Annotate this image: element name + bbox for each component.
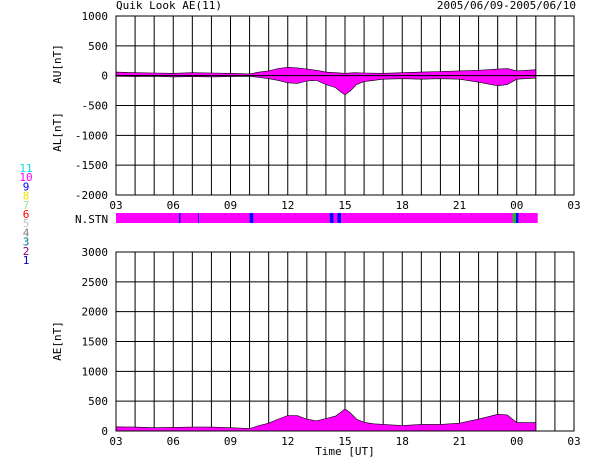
x-tick-label: 03: [109, 435, 122, 448]
y-tick-label: 1000: [82, 10, 109, 23]
legend-item: 11: [19, 162, 32, 175]
x-tick-label: 09: [224, 435, 237, 448]
nstn-segment: [253, 213, 330, 223]
x-tick-label: 06: [167, 199, 180, 212]
legend-item: 9: [23, 180, 30, 193]
x-tick-label: 00: [510, 199, 523, 212]
x-tick-label: 21: [453, 435, 466, 448]
series-al-area: [115, 75, 537, 96]
legend-item: 1: [23, 254, 30, 267]
ae-axis-label: AE[nT]: [51, 321, 64, 361]
y-tick-label: -1500: [75, 159, 108, 172]
y-tick-label: 0: [101, 425, 108, 438]
legend-item: 6: [23, 208, 30, 221]
plot-frame: [115, 15, 575, 196]
x-tick-label: 15: [338, 199, 351, 212]
nstn-label: N.STN: [75, 213, 108, 226]
nstn-segment: [329, 213, 334, 223]
x-tick-label: 12: [281, 199, 294, 212]
y-tick-label: 3000: [82, 246, 109, 259]
date-range: 2005/06/09-2005/06/10: [437, 0, 576, 12]
series-ae-area: [115, 408, 537, 432]
y-tick-label: 2000: [82, 306, 109, 319]
legend-item: 3: [23, 236, 30, 249]
legend-item: 5: [23, 217, 30, 230]
nstn-segment: [337, 213, 342, 223]
series-au-area: [115, 66, 537, 76]
x-tick-label: 18: [396, 199, 409, 212]
al-axis-label: AL[nT]: [51, 112, 64, 152]
y-tick-label: 2500: [82, 276, 109, 289]
legend-item: 7: [23, 199, 30, 212]
nstn-segment: [515, 213, 519, 223]
chart-title: Quik Look AE(11): [116, 0, 222, 12]
x-tick-label: 00: [510, 435, 523, 448]
legend-item: 2: [23, 245, 30, 258]
x-tick-label: 03: [567, 199, 580, 212]
x-axis-label: Time [UT]: [315, 445, 375, 458]
nstn-segment: [512, 213, 516, 223]
au-axis-label: AU[nT]: [51, 44, 64, 84]
x-tick-label: 18: [396, 435, 409, 448]
y-tick-label: 500: [88, 40, 108, 53]
y-tick-label: -1000: [75, 129, 108, 142]
y-tick-label: -500: [82, 100, 109, 113]
x-tick-label: 21: [453, 199, 466, 212]
nstn-segment: [116, 213, 179, 223]
x-tick-label: 12: [281, 435, 294, 448]
y-tick-label: -2000: [75, 189, 108, 202]
nstn-segment: [199, 213, 250, 223]
x-tick-label: 09: [224, 199, 237, 212]
nstn-bar: [116, 213, 538, 223]
plot-frame: [115, 251, 575, 432]
legend-item: 10: [19, 171, 32, 184]
nstn-segment: [333, 213, 338, 223]
y-tick-label: 0: [101, 70, 108, 83]
x-tick-label: 03: [109, 199, 122, 212]
nstn-segment: [518, 213, 538, 223]
legend-item: 8: [23, 190, 30, 203]
nstn-segment: [198, 213, 200, 223]
x-tick-label: 06: [167, 435, 180, 448]
x-tick-label: 03: [567, 435, 580, 448]
legend-item: 4: [23, 226, 30, 239]
nstn-segment: [249, 213, 254, 223]
nstn-segment: [180, 213, 199, 223]
y-tick-label: 1500: [82, 336, 109, 349]
nstn-segment: [341, 213, 513, 223]
nstn-segment: [178, 213, 181, 223]
x-tick-label: 15: [338, 435, 351, 448]
y-tick-label: 500: [88, 395, 108, 408]
y-tick-label: 1000: [82, 365, 109, 378]
